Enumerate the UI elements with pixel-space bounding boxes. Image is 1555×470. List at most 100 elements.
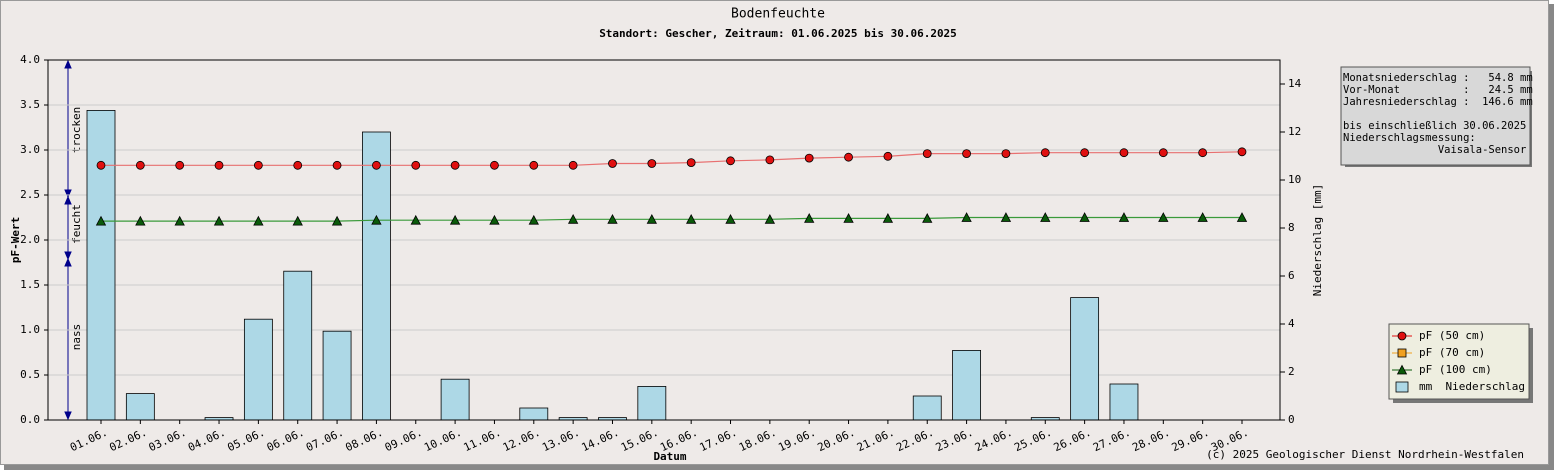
marker — [646, 213, 657, 224]
shadow — [1549, 4, 1554, 468]
marker — [1080, 148, 1090, 158]
y-tick-label: 0.5 — [20, 368, 40, 381]
marker — [174, 215, 185, 226]
x-axis-label: Datum — [653, 450, 686, 463]
marker — [253, 215, 264, 226]
marker — [529, 160, 539, 170]
plot-area — [47, 59, 1281, 421]
marker — [410, 214, 421, 225]
marker — [804, 153, 814, 163]
bar — [283, 270, 313, 421]
marker — [1040, 212, 1051, 222]
bar — [243, 318, 273, 421]
marker — [568, 160, 578, 170]
legend-label: pF (50 cm) — [1419, 329, 1485, 342]
marker — [213, 215, 225, 226]
y-tick-label: 3.0 — [20, 143, 40, 156]
y-axis-label: pF-Wert — [9, 217, 22, 263]
marker — [1397, 331, 1407, 341]
info-line: Vor-Monat : 24.5 mm — [1343, 84, 1533, 96]
marker — [135, 160, 145, 170]
marker — [1158, 148, 1168, 158]
y2-tick-label: 8 — [1288, 221, 1295, 234]
line — [101, 216, 1242, 222]
marker — [764, 213, 776, 224]
y2-tick-label: 0 — [1288, 413, 1295, 426]
marker — [1236, 212, 1248, 222]
y2-tick-label: 2 — [1288, 365, 1295, 378]
marker — [371, 214, 382, 225]
marker — [95, 215, 107, 226]
info-line: bis einschließlich 30.06.2025 — [1343, 120, 1526, 132]
y-tick-label: 4.0 — [20, 53, 40, 66]
bar — [362, 131, 391, 421]
bar — [1109, 383, 1139, 421]
marker — [449, 214, 461, 225]
marker — [961, 212, 972, 222]
marker — [253, 160, 263, 170]
marker — [608, 159, 617, 168]
y2-tick-label: 6 — [1288, 269, 1295, 282]
marker — [843, 213, 854, 223]
marker — [567, 213, 579, 224]
marker — [726, 156, 735, 166]
bar — [125, 393, 155, 421]
shadow — [4, 465, 1554, 470]
marker — [1158, 212, 1169, 222]
marker — [686, 213, 697, 224]
y-tick-label: 0.0 — [20, 413, 40, 426]
bar — [637, 385, 667, 421]
zone-arrows — [64, 59, 72, 421]
legend-label: mm Niederschlag — [1419, 380, 1525, 393]
y2-tick-label: 14 — [1288, 77, 1302, 90]
marker — [607, 213, 618, 224]
marker — [1237, 147, 1247, 157]
legend-label: pF (100 cm) — [1419, 363, 1492, 376]
bar — [322, 330, 352, 421]
marker — [1397, 348, 1407, 358]
bar — [440, 378, 470, 421]
info-line: Niederschlagsmessung: — [1343, 132, 1476, 144]
line — [101, 151, 1243, 166]
y2-tick-label: 10 — [1288, 173, 1301, 186]
bar — [519, 407, 549, 421]
marker — [331, 215, 343, 226]
marker — [844, 152, 853, 162]
marker — [647, 159, 657, 168]
chart-title: Bodenfeuchte — [731, 7, 825, 22]
marker — [96, 160, 106, 170]
legend-swatch — [1395, 381, 1409, 393]
y-tick-label: 1.5 — [20, 278, 40, 291]
zone-label: feucht — [70, 204, 83, 244]
marker — [962, 149, 971, 159]
bar — [86, 110, 116, 421]
y-tick-label: 2.5 — [20, 188, 40, 201]
marker — [1396, 364, 1408, 375]
bar — [912, 395, 942, 421]
marker — [1119, 148, 1129, 158]
marker — [450, 160, 460, 170]
marker — [1040, 148, 1050, 158]
marker — [1198, 148, 1208, 158]
zone-label: nass — [70, 324, 83, 351]
y-tick-label: 1.0 — [20, 323, 40, 336]
marker — [1079, 212, 1090, 222]
marker — [1000, 212, 1012, 222]
zone-label: trocken — [70, 107, 83, 153]
legend: pF (50 cm) pF (70 cm) pF (100 cm) mm Nieder… — [1388, 323, 1533, 403]
marker — [332, 160, 342, 170]
marker — [922, 149, 932, 159]
y-tick-label: 2.0 — [20, 233, 40, 246]
marker — [725, 213, 736, 224]
marker — [293, 160, 303, 170]
marker — [883, 151, 893, 161]
bar — [952, 349, 981, 421]
marker — [292, 215, 303, 226]
bar — [1070, 297, 1100, 421]
legend-label: pF (70 cm) — [1419, 346, 1485, 359]
info-line: Jahresniederschlag : 146.6 mm — [1343, 96, 1533, 108]
marker — [372, 160, 381, 170]
marker — [882, 213, 894, 223]
